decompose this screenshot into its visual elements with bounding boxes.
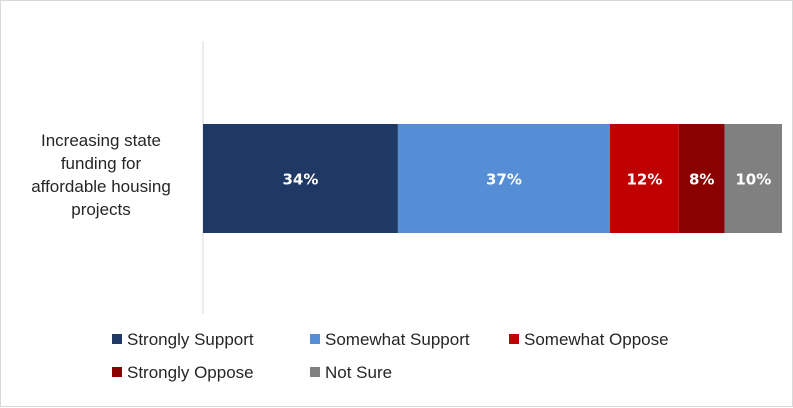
legend-swatch (310, 367, 320, 377)
data-label: 10% (735, 171, 771, 189)
legend-swatch (310, 334, 320, 344)
bar-segment-somewhat-support (397, 124, 611, 233)
data-label: 37% (486, 171, 522, 189)
category-label-line: funding for (61, 154, 142, 173)
legend-swatch (112, 367, 122, 377)
legend-item-strongly-oppose: Strongly Oppose (112, 363, 254, 382)
bar-segments: 34% 37% 12% 8% 10% (203, 124, 782, 233)
bar-segment-strongly-oppose (678, 124, 725, 233)
legend-swatch (509, 334, 519, 344)
bar-segment-strongly-support (203, 124, 398, 233)
legend-label: Somewhat Oppose (524, 330, 669, 349)
legend-item-strongly-support: Strongly Support (112, 330, 254, 349)
data-label: 8% (689, 171, 714, 189)
legend-label: Not Sure (325, 363, 392, 382)
bar-segment-somewhat-oppose (610, 124, 679, 233)
legend-label: Somewhat Support (325, 330, 470, 349)
legend-item-not-sure: Not Sure (310, 363, 392, 382)
legend-item-somewhat-oppose: Somewhat Oppose (509, 330, 669, 349)
data-label: 12% (626, 171, 662, 189)
category-label-line: Increasing state (41, 131, 161, 150)
bar-segment-not-sure (724, 124, 782, 233)
legend-label: Strongly Oppose (127, 363, 254, 382)
category-label-line: projects (71, 200, 131, 219)
legend-label: Strongly Support (127, 330, 254, 349)
legend: Strongly Support Somewhat Support Somewhat… (112, 330, 669, 382)
data-label: 34% (283, 171, 319, 189)
category-label: Increasing state funding for affordable ho… (31, 131, 171, 219)
legend-item-somewhat-support: Somewhat Support (310, 330, 470, 349)
category-label-line: affordable housing (31, 177, 171, 196)
legend-swatch (112, 334, 122, 344)
